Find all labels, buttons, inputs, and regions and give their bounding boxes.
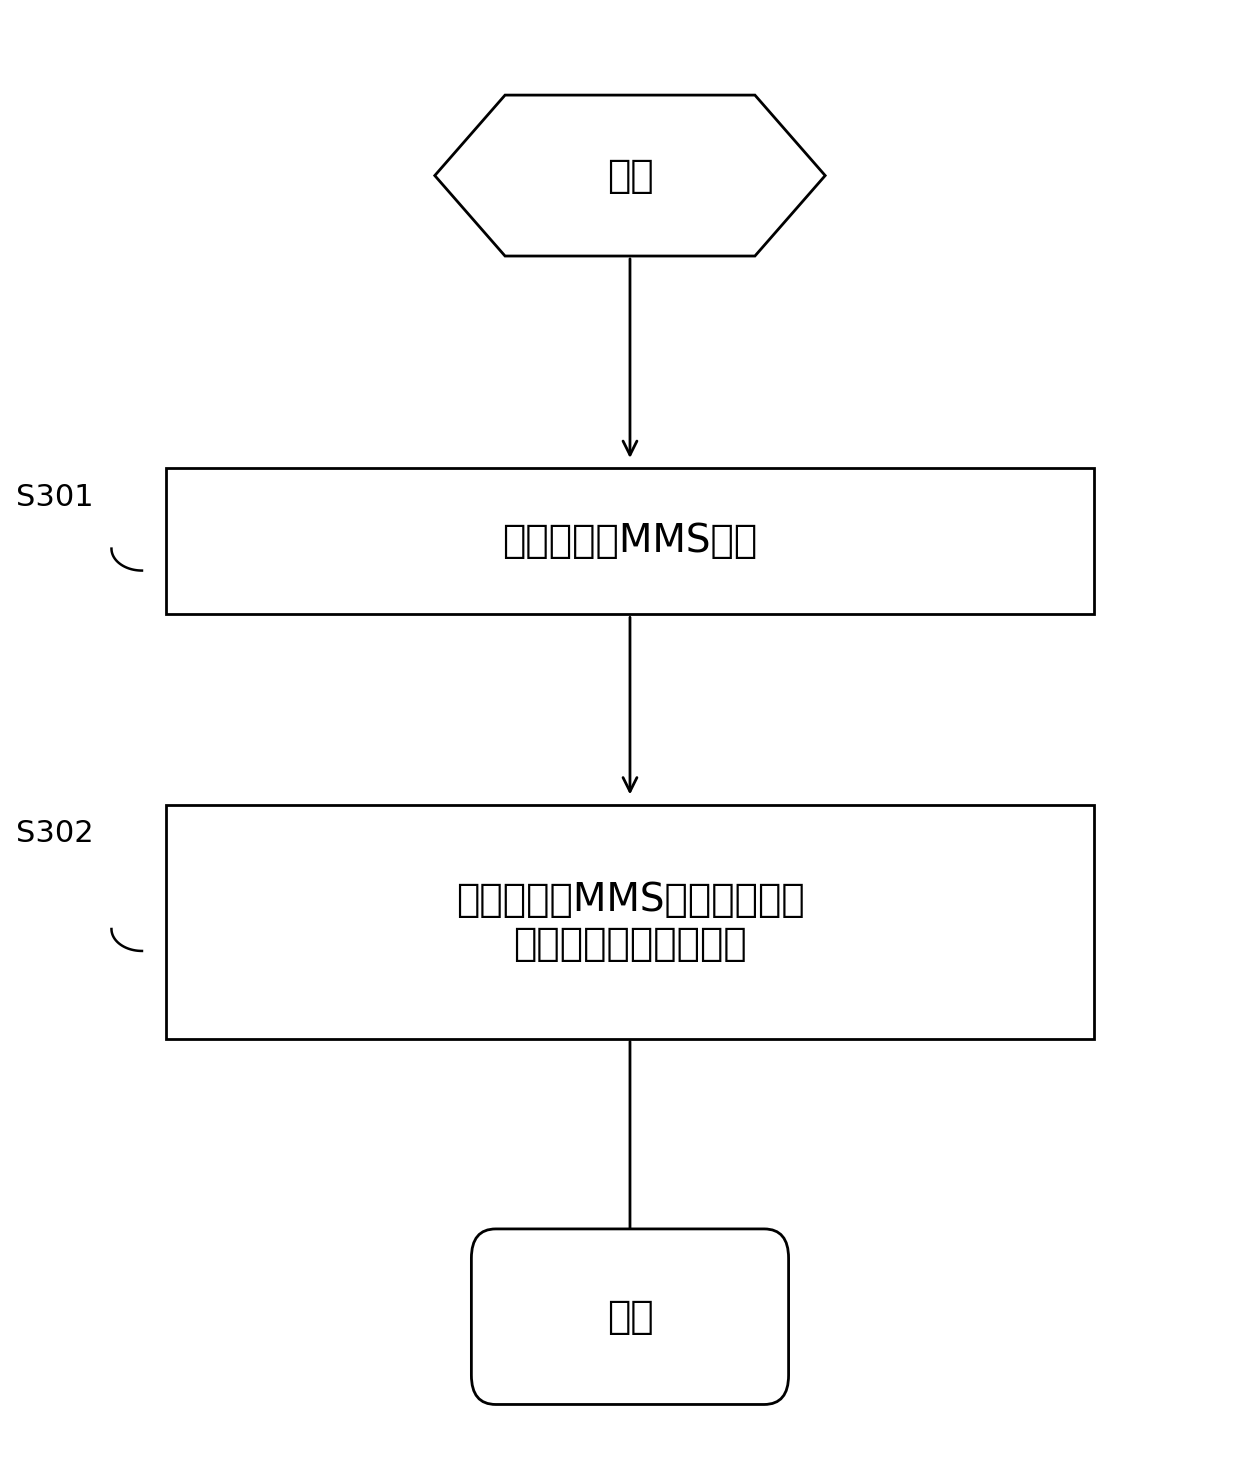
Polygon shape	[435, 95, 825, 256]
Text: S302: S302	[16, 819, 93, 849]
Text: 从解析后的MMS报文中提取短
时闪变指标的分钟数据: 从解析后的MMS报文中提取短 时闪变指标的分钟数据	[455, 881, 805, 963]
Bar	[166, 468, 1094, 614]
Text: 解析所述的MMS报文: 解析所述的MMS报文	[502, 522, 758, 560]
Text: S301: S301	[16, 483, 93, 512]
Text: 结束: 结束	[606, 1298, 653, 1336]
Bar	[166, 805, 1094, 1039]
FancyBboxPatch shape	[471, 1229, 789, 1404]
Text: 开始: 开始	[606, 157, 653, 195]
